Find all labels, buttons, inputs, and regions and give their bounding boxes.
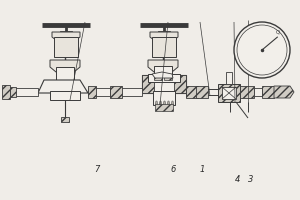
Bar: [218, 84, 240, 102]
Bar: [274, 88, 290, 96]
Polygon shape: [150, 32, 178, 43]
Polygon shape: [163, 101, 166, 105]
Bar: [262, 86, 274, 98]
Bar: [50, 91, 80, 100]
Bar: [155, 104, 173, 111]
Bar: [88, 86, 96, 98]
Bar: [186, 86, 198, 98]
Bar: [152, 37, 176, 57]
Bar: [4, 88, 38, 96]
Polygon shape: [148, 60, 178, 72]
Bar: [10, 87, 16, 97]
Bar: [174, 75, 186, 93]
Bar: [226, 72, 232, 84]
Text: 7: 7: [94, 165, 100, 174]
Text: 1: 1: [199, 165, 205, 174]
Polygon shape: [152, 72, 173, 78]
Bar: [110, 88, 142, 96]
Bar: [60, 31, 72, 36]
Bar: [148, 74, 180, 82]
Bar: [54, 37, 78, 57]
Bar: [196, 86, 208, 98]
Bar: [153, 91, 175, 105]
Polygon shape: [274, 86, 294, 98]
Bar: [88, 88, 110, 96]
Bar: [154, 75, 162, 80]
Bar: [154, 66, 172, 78]
Polygon shape: [171, 101, 174, 105]
Bar: [2, 85, 10, 99]
Bar: [110, 86, 122, 98]
Bar: [240, 86, 254, 98]
Bar: [56, 67, 74, 80]
Text: 4: 4: [235, 175, 241, 184]
Bar: [158, 31, 170, 36]
Bar: [61, 117, 69, 122]
Bar: [222, 87, 236, 99]
Polygon shape: [167, 101, 170, 105]
Bar: [164, 75, 172, 80]
Bar: [206, 89, 246, 95]
Polygon shape: [159, 101, 162, 105]
Bar: [254, 88, 262, 96]
Polygon shape: [38, 80, 88, 93]
Polygon shape: [50, 60, 80, 72]
Polygon shape: [155, 101, 158, 105]
Bar: [142, 75, 186, 93]
Polygon shape: [52, 32, 80, 43]
Text: Q: Q: [276, 30, 280, 35]
Text: 6: 6: [170, 165, 176, 174]
Circle shape: [234, 22, 290, 78]
Text: 3: 3: [248, 175, 254, 184]
Bar: [186, 88, 206, 96]
Bar: [142, 75, 154, 93]
